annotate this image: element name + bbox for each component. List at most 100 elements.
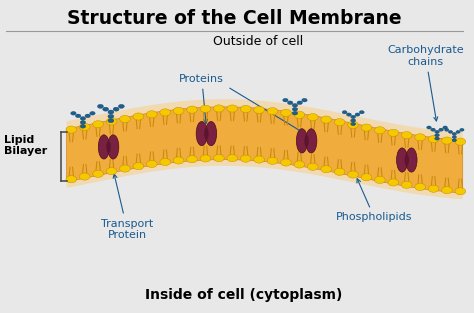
Circle shape <box>98 104 103 108</box>
Circle shape <box>415 183 426 191</box>
Ellipse shape <box>108 135 119 159</box>
Circle shape <box>93 121 103 128</box>
Ellipse shape <box>404 154 409 166</box>
Circle shape <box>240 105 251 113</box>
Circle shape <box>346 113 351 116</box>
Circle shape <box>173 107 184 114</box>
Circle shape <box>334 119 345 126</box>
Circle shape <box>113 107 119 111</box>
Circle shape <box>374 127 385 134</box>
Circle shape <box>435 134 439 137</box>
Circle shape <box>359 110 364 114</box>
Circle shape <box>308 114 318 121</box>
Circle shape <box>292 104 298 107</box>
Polygon shape <box>67 99 463 199</box>
Circle shape <box>240 155 251 162</box>
Circle shape <box>119 165 130 172</box>
Circle shape <box>187 106 197 113</box>
Circle shape <box>80 117 86 120</box>
Circle shape <box>427 126 431 129</box>
Circle shape <box>200 105 211 112</box>
Circle shape <box>351 115 356 119</box>
Circle shape <box>66 126 77 133</box>
Circle shape <box>85 114 91 118</box>
Circle shape <box>445 128 449 131</box>
Text: Carbohydrate
chains: Carbohydrate chains <box>387 45 464 121</box>
Circle shape <box>374 176 385 183</box>
Circle shape <box>452 132 456 135</box>
Circle shape <box>93 170 103 177</box>
Circle shape <box>133 162 144 170</box>
Circle shape <box>334 168 345 175</box>
Circle shape <box>428 136 439 143</box>
Circle shape <box>455 188 466 195</box>
Circle shape <box>133 113 144 120</box>
Circle shape <box>106 167 117 175</box>
Circle shape <box>200 155 211 162</box>
Text: Transport
Protein: Transport Protein <box>101 174 153 240</box>
Circle shape <box>401 131 412 139</box>
Circle shape <box>455 138 466 145</box>
Circle shape <box>428 185 439 192</box>
Circle shape <box>321 166 331 173</box>
Circle shape <box>227 155 237 162</box>
Text: Inside of cell (cytoplasm): Inside of cell (cytoplasm) <box>145 288 342 301</box>
Circle shape <box>431 128 435 131</box>
Circle shape <box>401 181 412 188</box>
Circle shape <box>281 159 292 166</box>
Circle shape <box>146 160 157 167</box>
Circle shape <box>388 179 399 186</box>
Circle shape <box>456 131 460 133</box>
Circle shape <box>108 110 114 114</box>
Circle shape <box>292 107 298 111</box>
Circle shape <box>79 173 90 180</box>
Circle shape <box>106 118 117 125</box>
Circle shape <box>254 106 264 113</box>
Circle shape <box>452 139 456 142</box>
Circle shape <box>361 174 372 181</box>
Circle shape <box>443 126 447 129</box>
Circle shape <box>351 122 356 126</box>
Circle shape <box>213 105 224 112</box>
Circle shape <box>435 137 439 140</box>
Circle shape <box>351 119 356 122</box>
Circle shape <box>388 129 399 136</box>
Circle shape <box>415 134 426 141</box>
Ellipse shape <box>306 129 317 153</box>
Circle shape <box>119 115 130 122</box>
Circle shape <box>442 187 452 194</box>
Circle shape <box>292 111 298 115</box>
Circle shape <box>173 157 184 164</box>
Circle shape <box>160 109 171 116</box>
Circle shape <box>448 131 453 133</box>
Text: Outside of cell: Outside of cell <box>212 35 303 48</box>
Text: Proteins: Proteins <box>179 74 224 123</box>
Ellipse shape <box>98 135 109 159</box>
Circle shape <box>347 171 358 178</box>
Circle shape <box>108 119 114 123</box>
Circle shape <box>267 108 278 115</box>
Circle shape <box>439 128 443 131</box>
Circle shape <box>302 98 307 102</box>
Circle shape <box>71 111 76 115</box>
Circle shape <box>452 136 456 139</box>
Circle shape <box>283 98 288 102</box>
Circle shape <box>103 107 109 111</box>
Circle shape <box>355 113 360 116</box>
Text: Structure of the Cell Membrane: Structure of the Cell Membrane <box>67 9 401 28</box>
Circle shape <box>80 121 86 124</box>
Circle shape <box>118 104 124 108</box>
Circle shape <box>146 111 157 118</box>
Circle shape <box>213 155 224 162</box>
Circle shape <box>321 116 331 123</box>
Ellipse shape <box>296 129 308 153</box>
Ellipse shape <box>397 148 408 172</box>
Circle shape <box>342 110 347 114</box>
Circle shape <box>254 156 264 163</box>
Ellipse shape <box>106 141 111 153</box>
Text: Lipid
Bilayer: Lipid Bilayer <box>4 135 47 156</box>
Circle shape <box>460 128 464 131</box>
Circle shape <box>347 121 358 128</box>
Circle shape <box>187 156 197 163</box>
Circle shape <box>160 158 171 166</box>
